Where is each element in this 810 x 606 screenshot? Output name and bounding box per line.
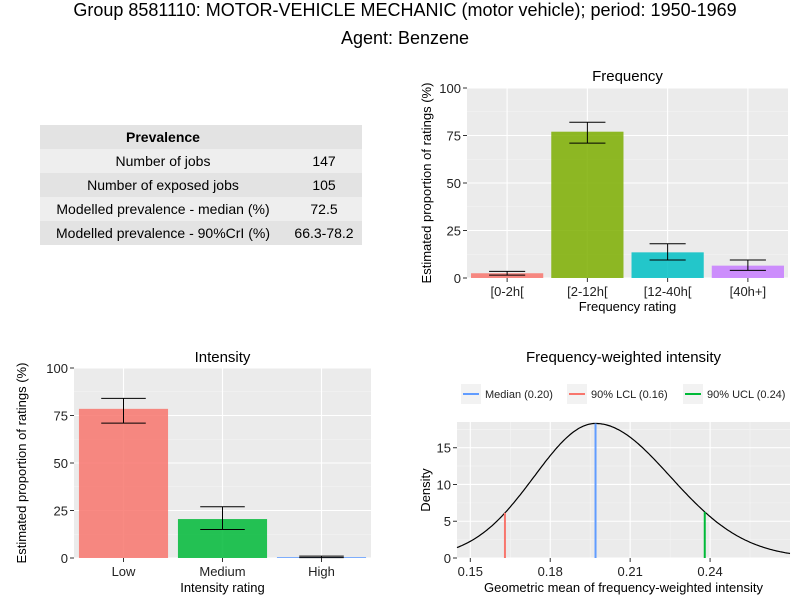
frequency-x-tick-label: [2-12h[: [567, 284, 608, 299]
row-label: Modelled prevalence - median (%): [40, 197, 286, 221]
frequency-x-axis-label: Frequency rating: [579, 299, 677, 314]
fwi-y-tick-label: 0: [444, 551, 451, 566]
intensity-chart: Low Medium High 0 25 50 75 100 Intensity Intensit…: [14, 349, 371, 595]
frequency-y-axis-label: Estimated proportion of ratings (%): [419, 83, 434, 284]
row-value: 147: [286, 149, 362, 173]
fwi-x-tick-label: 0.21: [618, 564, 643, 579]
fwi-title: Frequency-weighted intensity: [526, 349, 722, 366]
fwi-legend-label: 90% UCL (0.24): [707, 389, 785, 401]
frequency-x-tick-label: [12-40h[: [644, 284, 692, 299]
row-label: Modelled prevalence - 90%CrI (%): [40, 221, 286, 245]
fwi-y-tick-label: 15: [437, 441, 451, 456]
frequency-y-tick-label: 25: [447, 224, 461, 239]
fwi-x-tick-label: 0.24: [697, 564, 722, 579]
fwi-chart: 0.15 0.18 0.21 0.24 0 5 10 15 Frequency-weighted…: [418, 349, 791, 595]
frequency-x-tick-label: [0-2h[: [491, 284, 525, 299]
intensity-x-tick-label: Medium: [199, 564, 245, 579]
intensity-y-tick-label: 75: [54, 409, 68, 424]
frequency-bar: [551, 131, 624, 278]
table-row: Number of exposed jobs 105: [40, 173, 362, 197]
table-row: Modelled prevalence - 90%CrI (%) 66.3-78…: [40, 221, 362, 245]
row-value: 72.5: [286, 197, 362, 221]
intensity-y-axis-label: Estimated proportion of ratings (%): [14, 363, 29, 564]
frequency-x-tick-label: [40h+]: [730, 284, 767, 299]
intensity-x-tick-label: High: [308, 564, 335, 579]
table-row: Modelled prevalence - median (%) 72.5: [40, 197, 362, 221]
prevalence-header-row: Prevalence: [40, 125, 362, 149]
frequency-bar: [711, 265, 784, 278]
row-value: 66.3-78.2: [286, 221, 362, 245]
fwi-legend-label: Median (0.20): [485, 389, 553, 401]
row-label: Number of jobs: [40, 149, 286, 173]
table-row: Number of jobs 147: [40, 149, 362, 173]
frequency-y-tick-label: 100: [439, 81, 461, 96]
intensity-y-tick-label: 50: [54, 456, 68, 471]
page-title: Group 8581110: MOTOR-VEHICLE MECHANIC (m…: [73, 0, 737, 20]
fwi-y-axis-label: Density: [418, 468, 433, 512]
fwi-x-tick-label: 0.15: [458, 564, 483, 579]
intensity-y-tick-label: 0: [61, 551, 68, 566]
fwi-legend-label: 90% LCL (0.16): [591, 389, 668, 401]
prevalence-header: Prevalence: [40, 125, 286, 149]
row-label: Number of exposed jobs: [40, 173, 286, 197]
frequency-y-tick-label: 50: [447, 176, 461, 191]
intensity-y-tick-label: 25: [54, 504, 68, 519]
frequency-chart: [0-2h[ [2-12h[ [12-40h[ [40h+] 0 25 50 75 100 Fre…: [419, 68, 788, 314]
page-subtitle: Agent: Benzene: [340, 28, 470, 48]
intensity-bar: [78, 408, 169, 558]
row-value: 105: [286, 173, 362, 197]
fwi-panel: [457, 422, 790, 558]
fwi-density-line: [456, 422, 791, 555]
intensity-x-axis-label: Intensity rating: [180, 580, 265, 595]
fwi-y-tick-label: 5: [444, 514, 451, 529]
fwi-legend: Median (0.20) 90% LCL (0.16) 90% UCL (0.24…: [461, 384, 785, 404]
prevalence-header-blank: [286, 125, 362, 149]
frequency-title: Frequency: [592, 68, 663, 85]
intensity-title: Intensity: [195, 349, 251, 366]
fwi-x-axis-label: Geometric mean of frequency-weighted int…: [484, 580, 763, 595]
fwi-y-tick-label: 10: [437, 477, 451, 492]
intensity-x-tick-label: Low: [112, 564, 136, 579]
frequency-y-tick-label: 75: [447, 129, 461, 144]
intensity-y-tick-label: 100: [46, 361, 68, 376]
fwi-x-tick-label: 0.18: [538, 564, 563, 579]
prevalence-table: Prevalence Number of jobs 147 Number of …: [40, 125, 362, 245]
frequency-y-tick-label: 0: [454, 271, 461, 286]
